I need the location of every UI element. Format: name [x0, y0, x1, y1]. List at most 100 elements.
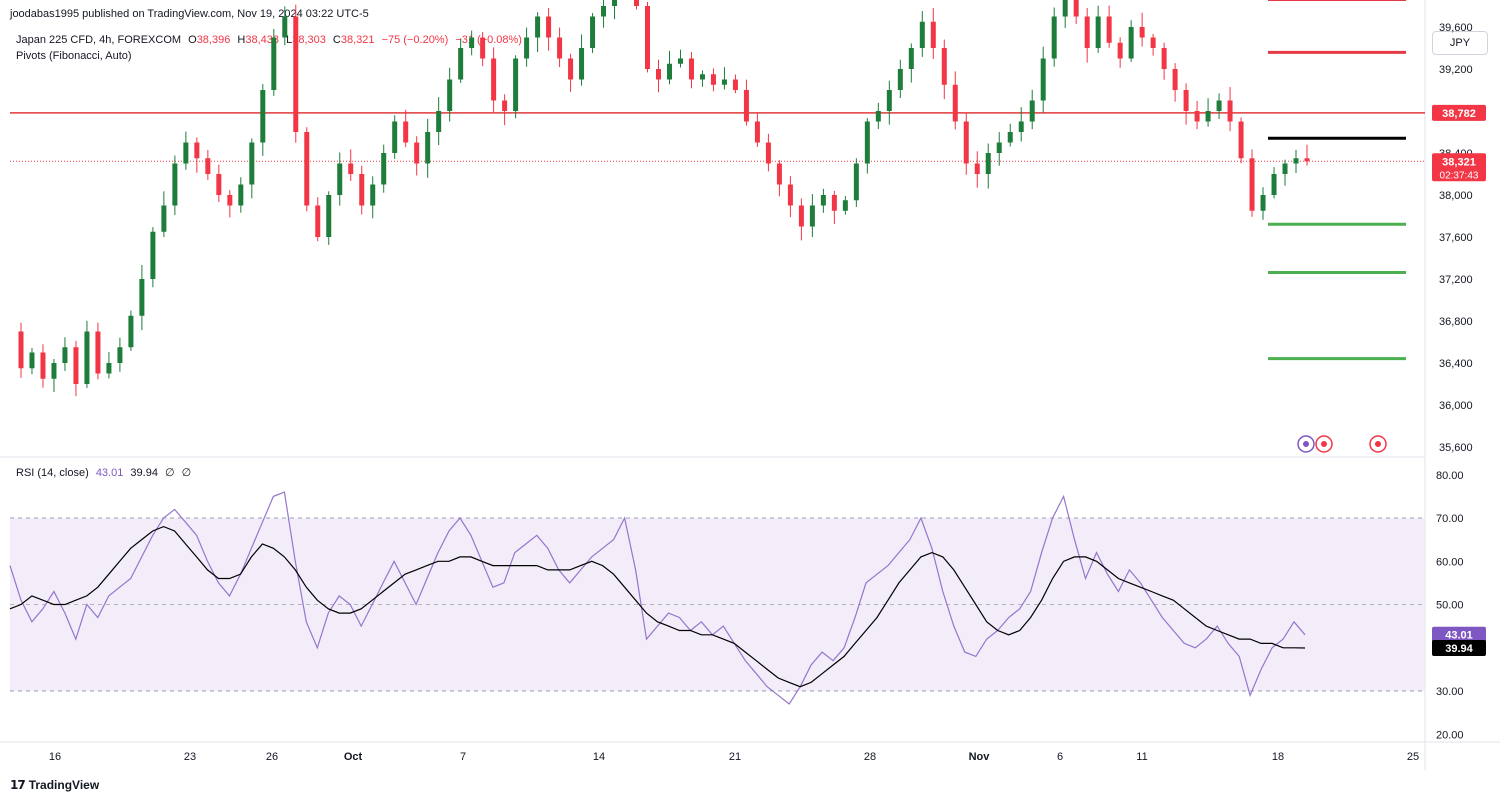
- candle-body: [282, 16, 288, 38]
- candle-body: [677, 58, 683, 64]
- rsi-tick-label: 30.00: [1436, 686, 1464, 698]
- rsi-line: [9, 491, 1306, 705]
- time-axis-label: 6: [1057, 751, 1063, 763]
- candle-body: [271, 37, 277, 90]
- candle-body: [51, 363, 57, 379]
- candle-body: [1051, 16, 1057, 59]
- time-axis-label: 21: [729, 751, 741, 763]
- candle-body: [699, 74, 705, 80]
- candle-body: [1007, 132, 1013, 143]
- rsi-extra-2: ∅: [181, 467, 192, 479]
- candle-body: [886, 90, 892, 111]
- candle-body: [172, 163, 178, 206]
- rsi-legend[interactable]: RSI (14, close) 43.01 39.94 ∅ ∅: [16, 466, 191, 479]
- candle-body: [634, 0, 640, 6]
- close-value: 38,321: [340, 34, 375, 46]
- candle-body: [381, 153, 387, 185]
- candle-body: [260, 90, 266, 143]
- candle-body: [1183, 90, 1189, 111]
- symbol-name: Japan 225 CFD, 4h, FOREXCOM: [16, 34, 182, 46]
- candle-body: [1260, 195, 1266, 211]
- candle-body: [502, 100, 508, 111]
- low-value: 38,303: [292, 34, 326, 46]
- candle-body: [205, 158, 211, 174]
- candle-body: [820, 195, 826, 206]
- event-marker-dot: [1321, 441, 1327, 447]
- candle-body: [1271, 174, 1277, 195]
- high-value: 38,438: [245, 34, 280, 46]
- time-axis-label: 7: [460, 751, 466, 763]
- rsi-extra-1: ∅: [165, 467, 175, 479]
- candle-body: [1128, 27, 1134, 59]
- candle-body: [765, 142, 771, 164]
- rsi-value-label: 39.94: [1445, 643, 1473, 655]
- candle-body: [469, 37, 475, 48]
- candle-body: [864, 121, 870, 164]
- candle-body: [1227, 100, 1233, 122]
- candle-body: [117, 347, 123, 363]
- candle-body: [798, 205, 804, 227]
- candle-body: [908, 48, 914, 69]
- candle-body: [996, 142, 1002, 153]
- candle-body: [18, 331, 24, 369]
- candle-body: [732, 79, 738, 90]
- candle-body: [1238, 121, 1244, 159]
- candle-body: [480, 37, 486, 59]
- candle-body: [1150, 37, 1156, 48]
- candle-body: [568, 58, 574, 80]
- candle-body: [546, 16, 552, 38]
- candle-body: [315, 205, 321, 237]
- tradingview-logo[interactable]: 𝟭𝟳 TradingView: [10, 778, 99, 792]
- candle-body: [106, 363, 112, 374]
- time-axis-label: 28: [864, 751, 876, 763]
- pivots-indicator-label[interactable]: Pivots (Fibonacci, Auto): [16, 50, 132, 62]
- rsi-ma-line: [9, 525, 1306, 688]
- price-tick-label: 39,200: [1439, 64, 1473, 76]
- open-label: O: [188, 34, 197, 46]
- price-tick-label: 36,800: [1439, 316, 1473, 328]
- candle-body: [1084, 16, 1090, 48]
- candle-body: [1095, 16, 1101, 48]
- candle-body: [1161, 48, 1167, 69]
- rsi-tick-label: 70.00: [1436, 513, 1464, 525]
- candle-body: [491, 58, 497, 101]
- candle-body: [1040, 58, 1046, 101]
- event-marker-dot: [1303, 441, 1309, 447]
- rsi-tick-label: 80.00: [1436, 470, 1464, 482]
- candle-body: [1293, 158, 1299, 164]
- price-tick-label: 35,600: [1439, 442, 1473, 454]
- time-axis-label: 11: [1136, 751, 1147, 763]
- candle-body: [1249, 158, 1255, 211]
- candle-body: [776, 163, 782, 185]
- rsi-value-1: 43.01: [95, 467, 124, 479]
- candle-body: [853, 163, 859, 201]
- candle-body: [370, 184, 376, 206]
- candle-body: [1062, 0, 1068, 17]
- candle-body: [831, 195, 837, 211]
- candle-body: [194, 142, 200, 159]
- candle-body: [139, 279, 145, 316]
- rsi-tick-label: 20.00: [1436, 729, 1464, 741]
- candle-body: [666, 63, 672, 80]
- rsi-tick-label: 60.00: [1436, 556, 1464, 568]
- low-label: L: [286, 34, 293, 46]
- candle-body: [62, 347, 68, 363]
- time-axis-label: 25: [1407, 751, 1419, 763]
- candle-body: [1304, 158, 1310, 162]
- candle-body: [73, 347, 79, 384]
- publisher-line: joodabas1995 published on TradingView.co…: [10, 8, 369, 20]
- candle-body: [238, 184, 244, 206]
- candle-body: [1106, 16, 1112, 43]
- candle-body: [183, 142, 189, 164]
- candle-body: [985, 153, 991, 174]
- price-label-bg: [1432, 104, 1486, 121]
- candle-body: [974, 163, 980, 174]
- currency-button[interactable]: JPY: [1432, 31, 1488, 55]
- candle-body: [249, 142, 255, 185]
- candle-body: [535, 16, 541, 38]
- candle-body: [1018, 121, 1024, 132]
- candle-body: [710, 74, 716, 85]
- time-axis-label: 23: [184, 751, 196, 763]
- candle-body: [787, 184, 793, 206]
